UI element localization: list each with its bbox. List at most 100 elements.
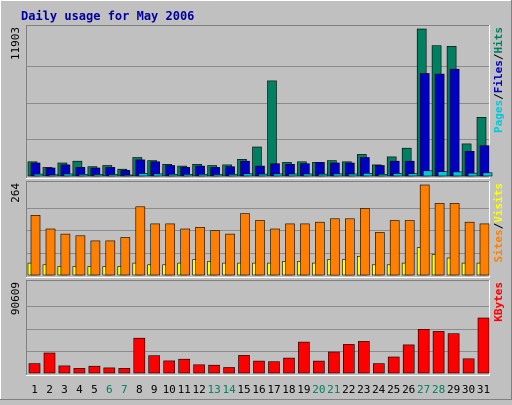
- bar-pages-day-25: [392, 173, 403, 177]
- x-tick-label-day-19: 19: [297, 383, 310, 396]
- bar-kbytes-day-1: [28, 363, 41, 374]
- bar-kbytes-day-12: [193, 364, 205, 374]
- panel-hits-max-label: 11903: [9, 27, 22, 60]
- bar-pages-day-23: [362, 173, 373, 177]
- panel-kbytes-legend: KBytes: [492, 282, 505, 322]
- bar-kbytes-day-25: [387, 356, 400, 374]
- bar-kbytes-day-13: [208, 364, 220, 374]
- bar-pages-day-7: [123, 174, 134, 177]
- x-axis-labels: 1 2 3 4 5 6 7 8 9 10 11 12 13 14 15 16 17 18 19 20 21 22 23 24 2…: [31, 383, 490, 396]
- bar-pages-day-5: [93, 174, 104, 177]
- x-tick-label-day-29: 29: [447, 383, 460, 396]
- bar-files-day-29: [449, 68, 460, 177]
- bar-sites-day-14: [225, 233, 235, 276]
- bar-sites-day-9: [150, 223, 160, 276]
- bar-sites-day-26: [404, 220, 415, 276]
- x-tick-label-day-30: 30: [462, 383, 475, 396]
- bar-sites-day-21: [330, 218, 340, 276]
- x-tick-label-day-25: 25: [387, 383, 400, 396]
- bar-pages-day-1: [33, 173, 44, 177]
- bar-sites-day-30: [464, 221, 475, 276]
- chart-title: Daily usage for May 2006: [21, 9, 194, 23]
- bar-sites-day-24: [374, 232, 385, 276]
- bar-pages-day-29: [452, 171, 463, 177]
- x-tick-label-day-23: 23: [357, 383, 370, 396]
- bar-kbytes-day-7: [118, 368, 131, 374]
- bar-pages-day-10: [168, 174, 178, 177]
- x-tick-label-day-1: 1: [31, 383, 38, 396]
- bar-kbytes-day-19: [298, 341, 310, 374]
- bar-kbytes-day-29: [447, 333, 460, 374]
- bar-pages-day-26: [407, 173, 418, 177]
- bar-pages-day-20: [318, 173, 328, 177]
- bar-sites-day-22: [344, 218, 355, 276]
- bar-kbytes-day-21: [328, 351, 340, 374]
- legend-visits: Visits: [492, 183, 505, 223]
- panel-kbytes: 90609 KBytes: [9, 280, 505, 376]
- bar-sites-day-31: [479, 223, 490, 276]
- bar-kbytes-day-18: [283, 357, 295, 374]
- bar-pages-day-14: [228, 174, 238, 177]
- bar-sites-day-6: [105, 240, 116, 276]
- bar-kbytes-day-15: [238, 355, 250, 374]
- panel-kbytes-max-label: 90609: [9, 282, 22, 315]
- bar-sites-day-2: [45, 228, 56, 276]
- bar-sites-day-15: [240, 213, 250, 276]
- x-tick-label-day-11: 11: [178, 383, 191, 396]
- bar-kbytes-day-16: [253, 360, 265, 374]
- bar-sites-day-5: [90, 240, 101, 276]
- x-tick-label-day-13: 13: [207, 383, 220, 396]
- x-tick-label-day-10: 10: [163, 383, 176, 396]
- x-tick-label-day-6: 6: [106, 383, 113, 396]
- x-tick-label-day-15: 15: [237, 383, 250, 396]
- legend-kbytes: KBytes: [492, 282, 505, 322]
- bar-kbytes-day-10: [163, 360, 175, 374]
- legend-sites: Sites: [492, 229, 505, 262]
- bar-kbytes-day-4: [73, 368, 86, 374]
- bar-pages-day-21: [333, 173, 343, 177]
- bar-kbytes-day-17: [268, 361, 280, 374]
- bar-pages-day-8: [138, 173, 149, 177]
- x-tick-label-day-12: 12: [192, 383, 205, 396]
- bar-pages-day-24: [377, 174, 388, 177]
- bar-kbytes-day-5: [88, 365, 101, 374]
- bar-pages-day-16: [258, 173, 268, 177]
- bar-sites-day-29: [449, 203, 460, 276]
- bar-files-day-31: [479, 145, 490, 177]
- bar-sites-day-16: [255, 220, 265, 276]
- panel-hits: 11903 Pages/Files/Hits: [9, 25, 505, 179]
- bar-kbytes-day-28: [432, 331, 445, 374]
- bar-sites-day-27: [419, 184, 430, 276]
- legend-separator: /: [492, 222, 505, 229]
- panel-hits-legend: Pages/Files/Hits: [492, 27, 505, 133]
- legend-pages: Pages: [492, 100, 505, 133]
- panel-visits-legend: Sites/Visits: [492, 183, 505, 263]
- bar-sites-day-3: [60, 233, 71, 276]
- bar-pages-day-28: [437, 171, 448, 177]
- bar-sites-day-28: [434, 203, 445, 276]
- bar-pages-day-30: [467, 172, 478, 177]
- bar-pages-day-22: [347, 173, 358, 177]
- x-tick-label-day-18: 18: [282, 383, 295, 396]
- bar-pages-day-15: [243, 173, 253, 177]
- bar-sites-day-10: [165, 223, 175, 276]
- x-tick-label-day-14: 14: [222, 383, 236, 396]
- x-tick-label-day-17: 17: [267, 383, 280, 396]
- bar-kbytes-day-23: [357, 341, 370, 374]
- bar-pages-day-4: [78, 174, 89, 177]
- bar-kbytes-day-14: [223, 367, 235, 374]
- bar-pages-day-11: [183, 174, 193, 177]
- bar-kbytes-day-31: [477, 317, 490, 374]
- bar-pages-day-27: [422, 170, 433, 177]
- bar-kbytes-day-30: [462, 358, 475, 374]
- bar-kbytes-day-26: [402, 344, 415, 374]
- bar-kbytes-day-20: [313, 360, 325, 374]
- x-tick-label-day-28: 28: [432, 383, 445, 396]
- panels-layer: 11903Pages/Files/Hits264Sites/Visits9060…: [9, 25, 505, 376]
- bar-sites-day-17: [270, 228, 280, 276]
- x-tick-label-day-2: 2: [46, 383, 53, 396]
- x-tick-label-day-22: 22: [342, 383, 355, 396]
- bar-pages-day-9: [153, 173, 163, 177]
- bar-kbytes-day-22: [342, 344, 355, 374]
- bar-sites-day-13: [210, 230, 220, 276]
